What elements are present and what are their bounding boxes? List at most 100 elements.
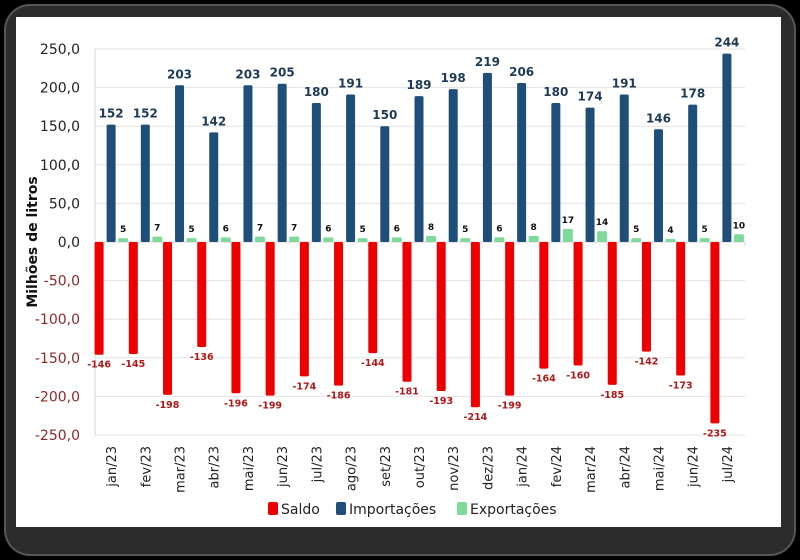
y-tick-label: -200,0 [35, 389, 80, 405]
bar-exportacoes [186, 238, 197, 242]
bar-exportacoes [494, 237, 505, 242]
x-tick-label: jun/24 [687, 446, 702, 488]
x-tick-label: abr/23 [208, 446, 223, 489]
legend-label: Exportações [470, 502, 557, 518]
bar-saldo [197, 242, 207, 347]
label-saldo: -185 [600, 390, 624, 401]
label-exportacoes: 5 [359, 225, 365, 235]
label-saldo: -198 [156, 400, 180, 411]
label-saldo: -181 [395, 387, 419, 398]
bar-saldo [676, 242, 686, 376]
y-tick-label: 250,0 [40, 42, 80, 58]
y-tick-label: -100,0 [35, 312, 80, 328]
bar-saldo [265, 242, 275, 396]
bar-importacoes [243, 85, 253, 242]
x-tick-label: jan/23 [105, 446, 120, 488]
label-exportacoes: 5 [120, 225, 126, 235]
y-tick-label: 100,0 [40, 158, 80, 174]
x-tick-label: dez/23 [481, 446, 496, 490]
label-exportacoes: 5 [633, 225, 639, 235]
bar-saldo [94, 242, 104, 355]
bar-importacoes [414, 96, 424, 242]
bar-exportacoes [289, 236, 300, 242]
label-saldo: -136 [190, 352, 214, 363]
label-importacoes: 180 [304, 85, 329, 99]
bars [94, 53, 744, 424]
legend-label: Saldo [281, 502, 320, 518]
label-exportacoes: 17 [562, 216, 575, 226]
label-saldo: -214 [464, 412, 488, 423]
bar-saldo [710, 242, 720, 424]
bar-saldo [368, 242, 378, 354]
y-tick-label: -250,0 [35, 428, 80, 444]
bar-exportacoes [733, 234, 744, 242]
bar-importacoes [277, 83, 287, 243]
x-tick-label: jun/23 [276, 446, 291, 488]
x-tick-label: mai/23 [242, 446, 257, 491]
y-tick-label: 50,0 [49, 196, 80, 212]
x-tick-label: nov/23 [447, 446, 462, 491]
bar-exportacoes [220, 237, 231, 242]
label-exportacoes: 5 [462, 225, 468, 235]
x-tick-label: mar/24 [584, 446, 599, 493]
bar-exportacoes [118, 238, 129, 242]
bar-importacoes [688, 104, 698, 242]
label-exportacoes: 10 [733, 221, 746, 231]
label-saldo: -144 [361, 358, 385, 369]
x-tick-label: mai/24 [652, 446, 667, 491]
y-axis-ticks: 250,0 200,0 150,0 100,0 50,0 0,0 -50,0 -100,0 -1… [35, 42, 80, 444]
bar-saldo [334, 242, 344, 386]
y-tick-label: 200,0 [40, 81, 80, 97]
label-exportacoes: 6 [394, 224, 400, 234]
y-tick-label: -50,0 [44, 274, 80, 290]
label-saldo: -164 [532, 374, 556, 385]
legend-swatch [336, 502, 346, 515]
bar-importacoes [346, 94, 356, 242]
bar-importacoes [380, 126, 390, 242]
label-exportacoes: 7 [291, 224, 297, 234]
label-saldo: -142 [635, 357, 659, 368]
label-saldo: -174 [292, 381, 316, 392]
x-tick-label: jul/23 [310, 446, 325, 483]
bar-saldo [607, 242, 617, 385]
label-saldo: -145 [121, 359, 145, 370]
bar-saldo [505, 242, 515, 396]
label-importacoes: 244 [714, 36, 739, 50]
label-saldo: -193 [429, 396, 453, 407]
legend-swatch [268, 502, 278, 515]
bar-importacoes [619, 94, 629, 242]
label-importacoes: 203 [235, 67, 260, 81]
label-exportacoes: 6 [496, 224, 502, 234]
bar-saldo [231, 242, 241, 394]
label-exportacoes: 5 [702, 225, 708, 235]
bar-exportacoes [665, 238, 676, 242]
data-labels: -146 152 5 -145 152 7 -198 203 5 -136 142 6 -196 203 7… [87, 36, 745, 440]
x-tick-label: jan/24 [516, 446, 531, 488]
label-saldo: -186 [327, 391, 351, 402]
label-importacoes: 203 [167, 67, 192, 81]
label-importacoes: 198 [441, 71, 466, 85]
label-exportacoes: 6 [325, 224, 331, 234]
bar-exportacoes [254, 236, 265, 242]
label-saldo: -146 [87, 360, 111, 371]
label-exportacoes: 14 [596, 218, 609, 228]
bar-saldo [539, 242, 549, 369]
bar-exportacoes [426, 235, 436, 242]
label-saldo: -173 [669, 381, 693, 392]
label-importacoes: 174 [578, 90, 603, 104]
y-tick-label: 150,0 [40, 119, 80, 135]
y-axis-label: Milhões de litros [25, 176, 41, 307]
label-importacoes: 219 [475, 55, 500, 69]
bar-importacoes [551, 103, 561, 242]
label-importacoes: 180 [543, 85, 568, 99]
label-importacoes: 152 [133, 107, 158, 121]
label-importacoes: 189 [406, 78, 431, 92]
label-exportacoes: 5 [188, 225, 194, 235]
y-tick-label: 0,0 [58, 235, 80, 251]
bar-importacoes [517, 82, 527, 242]
x-tick-label: set/23 [379, 446, 394, 487]
label-exportacoes: 7 [154, 224, 160, 234]
y-tick-label: -150,0 [35, 351, 80, 367]
x-tick-label: ago/23 [345, 446, 360, 491]
